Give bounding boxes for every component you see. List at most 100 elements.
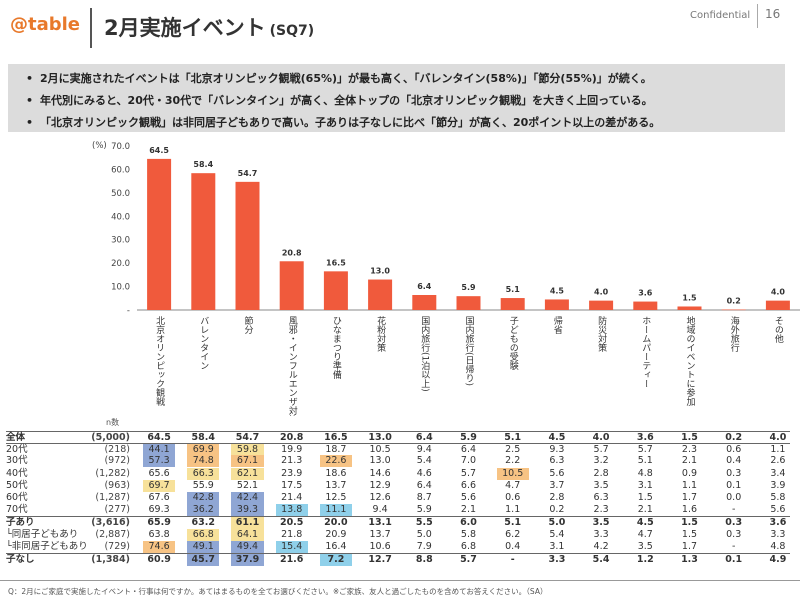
category-label: バレンタイン: [198, 316, 209, 370]
row-n-count: (729): [104, 540, 130, 552]
table-cell: 57.3: [143, 455, 176, 468]
row-label: 20代: [6, 444, 28, 456]
table-cell: 10.5: [496, 467, 529, 480]
table-cell: 22.6: [319, 455, 352, 468]
bar-value-label: 58.4: [193, 160, 213, 169]
table-cell: 3.6: [769, 517, 787, 529]
table-cell: 2.1: [637, 504, 653, 516]
bar-chart: (%) 70.0 60.0 50.0 40.0 30.0 20.0 10.0 - 64.5 北京オリ…: [92, 141, 800, 416]
table-cell: 54.7: [235, 432, 260, 443]
table-cell: 1.3: [681, 554, 698, 565]
table-cell: 6.6: [460, 479, 477, 491]
footnote: Q：2月にご家庭で実施したイベント・行事は何ですか。あてはまるものを全てお選びく…: [8, 587, 548, 596]
table-cell: 3.2: [593, 455, 609, 467]
table-cell: 13.7: [369, 528, 391, 540]
table-cell: 16.4: [325, 540, 347, 552]
table-cell: 42.4: [231, 492, 264, 504]
table-cell: 3.4: [770, 467, 786, 479]
table-row: └同居子どもあり (2,887) 63.8 66.8 64.1 21.8 20.9 13.7 5…: [6, 528, 790, 541]
table-cell: 37.9: [231, 554, 264, 566]
table-cell: 12.9: [369, 479, 391, 491]
table-cell: 18.7: [325, 444, 347, 456]
table-cell: 36.2: [187, 504, 220, 517]
table-cell: 67.6: [148, 492, 170, 503]
bar-value-label: 6.4: [417, 282, 432, 291]
n-count-header: n数: [106, 418, 120, 427]
bar: [721, 309, 746, 311]
table-cell: 0.9: [681, 467, 698, 479]
bar-value-label: 1.5: [682, 293, 697, 302]
row-label: └非同居子どもあり: [6, 540, 88, 552]
bar: [500, 298, 525, 310]
table-cell: 19.9: [281, 444, 303, 456]
table-cell: 13.8: [275, 504, 308, 517]
table-cell: 58.4: [191, 432, 215, 443]
bar: [279, 261, 304, 310]
table-row: 子なし (1,384) 60.9 45.7 37.9 21.6 7.2 12.7 8.8 5.7 -…: [6, 553, 790, 566]
footer-divider: [0, 580, 800, 581]
category-label: その他: [773, 316, 784, 344]
brand-logo: @table: [10, 14, 81, 35]
table-cell: 5.8: [460, 528, 477, 540]
table-cell: 6.4: [416, 479, 432, 491]
table-cell: 13.1: [368, 517, 392, 529]
y-tick-label: 70.0: [111, 142, 130, 152]
table-cell: 20.8: [279, 432, 304, 443]
summary-text-1: 2月に実施されたイベントは「北京オリンピック観戦(65%)」が最も高く、「バレン…: [40, 72, 652, 85]
bar: [589, 300, 614, 310]
category-label: 子どもの受験: [508, 316, 519, 371]
table-cell: 2.8: [549, 492, 565, 503]
table-cell: 74.8: [187, 455, 220, 468]
table-cell: 5.6: [770, 504, 786, 516]
table-cell: 7.0: [460, 455, 477, 467]
table-cell: 2.1: [681, 455, 698, 467]
table-cell: 1.6: [681, 504, 698, 516]
table-row: 50代 (963) 69.7 55.9 52.1 17.5 13.7 12.9 6.4 6.6 4.…: [6, 479, 790, 492]
summary-bullet-1: • 2月に実施されたイベントは「北京オリンピック観戦(65%)」が最も高く、「バレ…: [26, 72, 652, 85]
y-axis-label: (%): [92, 141, 107, 151]
table-cell: 0.4: [505, 540, 521, 552]
bar-value-label: 3.6: [638, 289, 653, 298]
category-label: 節分: [243, 315, 254, 335]
table-row: └非同居子どもあり (729) 74.6 49.1 49.4 15.4 16.4 10.6 7.…: [6, 540, 790, 553]
table-cell: 5.9: [416, 504, 432, 516]
row-label: 子なし: [6, 554, 35, 565]
table-cell: 45.7: [187, 554, 220, 566]
table-cell: 5.7: [460, 467, 477, 479]
table-row: 20代 (218) 44.1 69.9 59.8 19.9 18.7 10.5 9.4 6.4 2.…: [6, 443, 790, 457]
summary-text-2: 年代別にみると、20代・30代で「バレンタイン」が高く、全体トップの「北京オリン…: [40, 94, 653, 107]
category-label: 国内旅行(日帰り): [464, 316, 475, 386]
table-cell: 1.1: [770, 444, 786, 456]
row-label: └同居子どもあり: [6, 528, 79, 540]
row-label: 60代: [6, 492, 28, 503]
category-label: 地域のイベントに参加: [685, 315, 696, 407]
bar-value-label: 0.2: [727, 297, 741, 306]
table-cell: 4.9: [769, 554, 787, 565]
table-cell: 3.5: [593, 479, 609, 491]
table-cell: 5.6: [460, 492, 477, 503]
row-n-count: (963): [104, 479, 130, 491]
row-n-count: (1,287): [95, 492, 130, 503]
table-cell: 21.3: [281, 455, 303, 467]
row-label: 50代: [6, 479, 28, 491]
table-cell: 65.6: [148, 467, 170, 479]
table-cell: 1.2: [636, 554, 654, 565]
bar: [633, 301, 658, 310]
row-label: 全体: [6, 432, 26, 443]
row-n-count: (2,887): [95, 528, 130, 540]
bar-value-label: 5.9: [461, 283, 476, 292]
bar-value-label: 54.7: [238, 169, 258, 178]
table-cell: 64.5: [147, 432, 171, 443]
table-cell: 3.6: [636, 432, 654, 443]
table-cell: 20.5: [279, 517, 304, 529]
table-cell: 23.9: [281, 467, 303, 479]
table-cell: 9.4: [372, 504, 388, 516]
category-label: ひなまつり準備: [331, 316, 342, 380]
table-cell: 3.3: [770, 528, 786, 540]
title-divider: [90, 8, 92, 48]
table-cell: 69.9: [187, 444, 220, 457]
bar: [677, 306, 702, 310]
table-cell: -: [510, 554, 515, 565]
bar: [456, 296, 481, 310]
table-cell: 5.7: [460, 554, 477, 565]
